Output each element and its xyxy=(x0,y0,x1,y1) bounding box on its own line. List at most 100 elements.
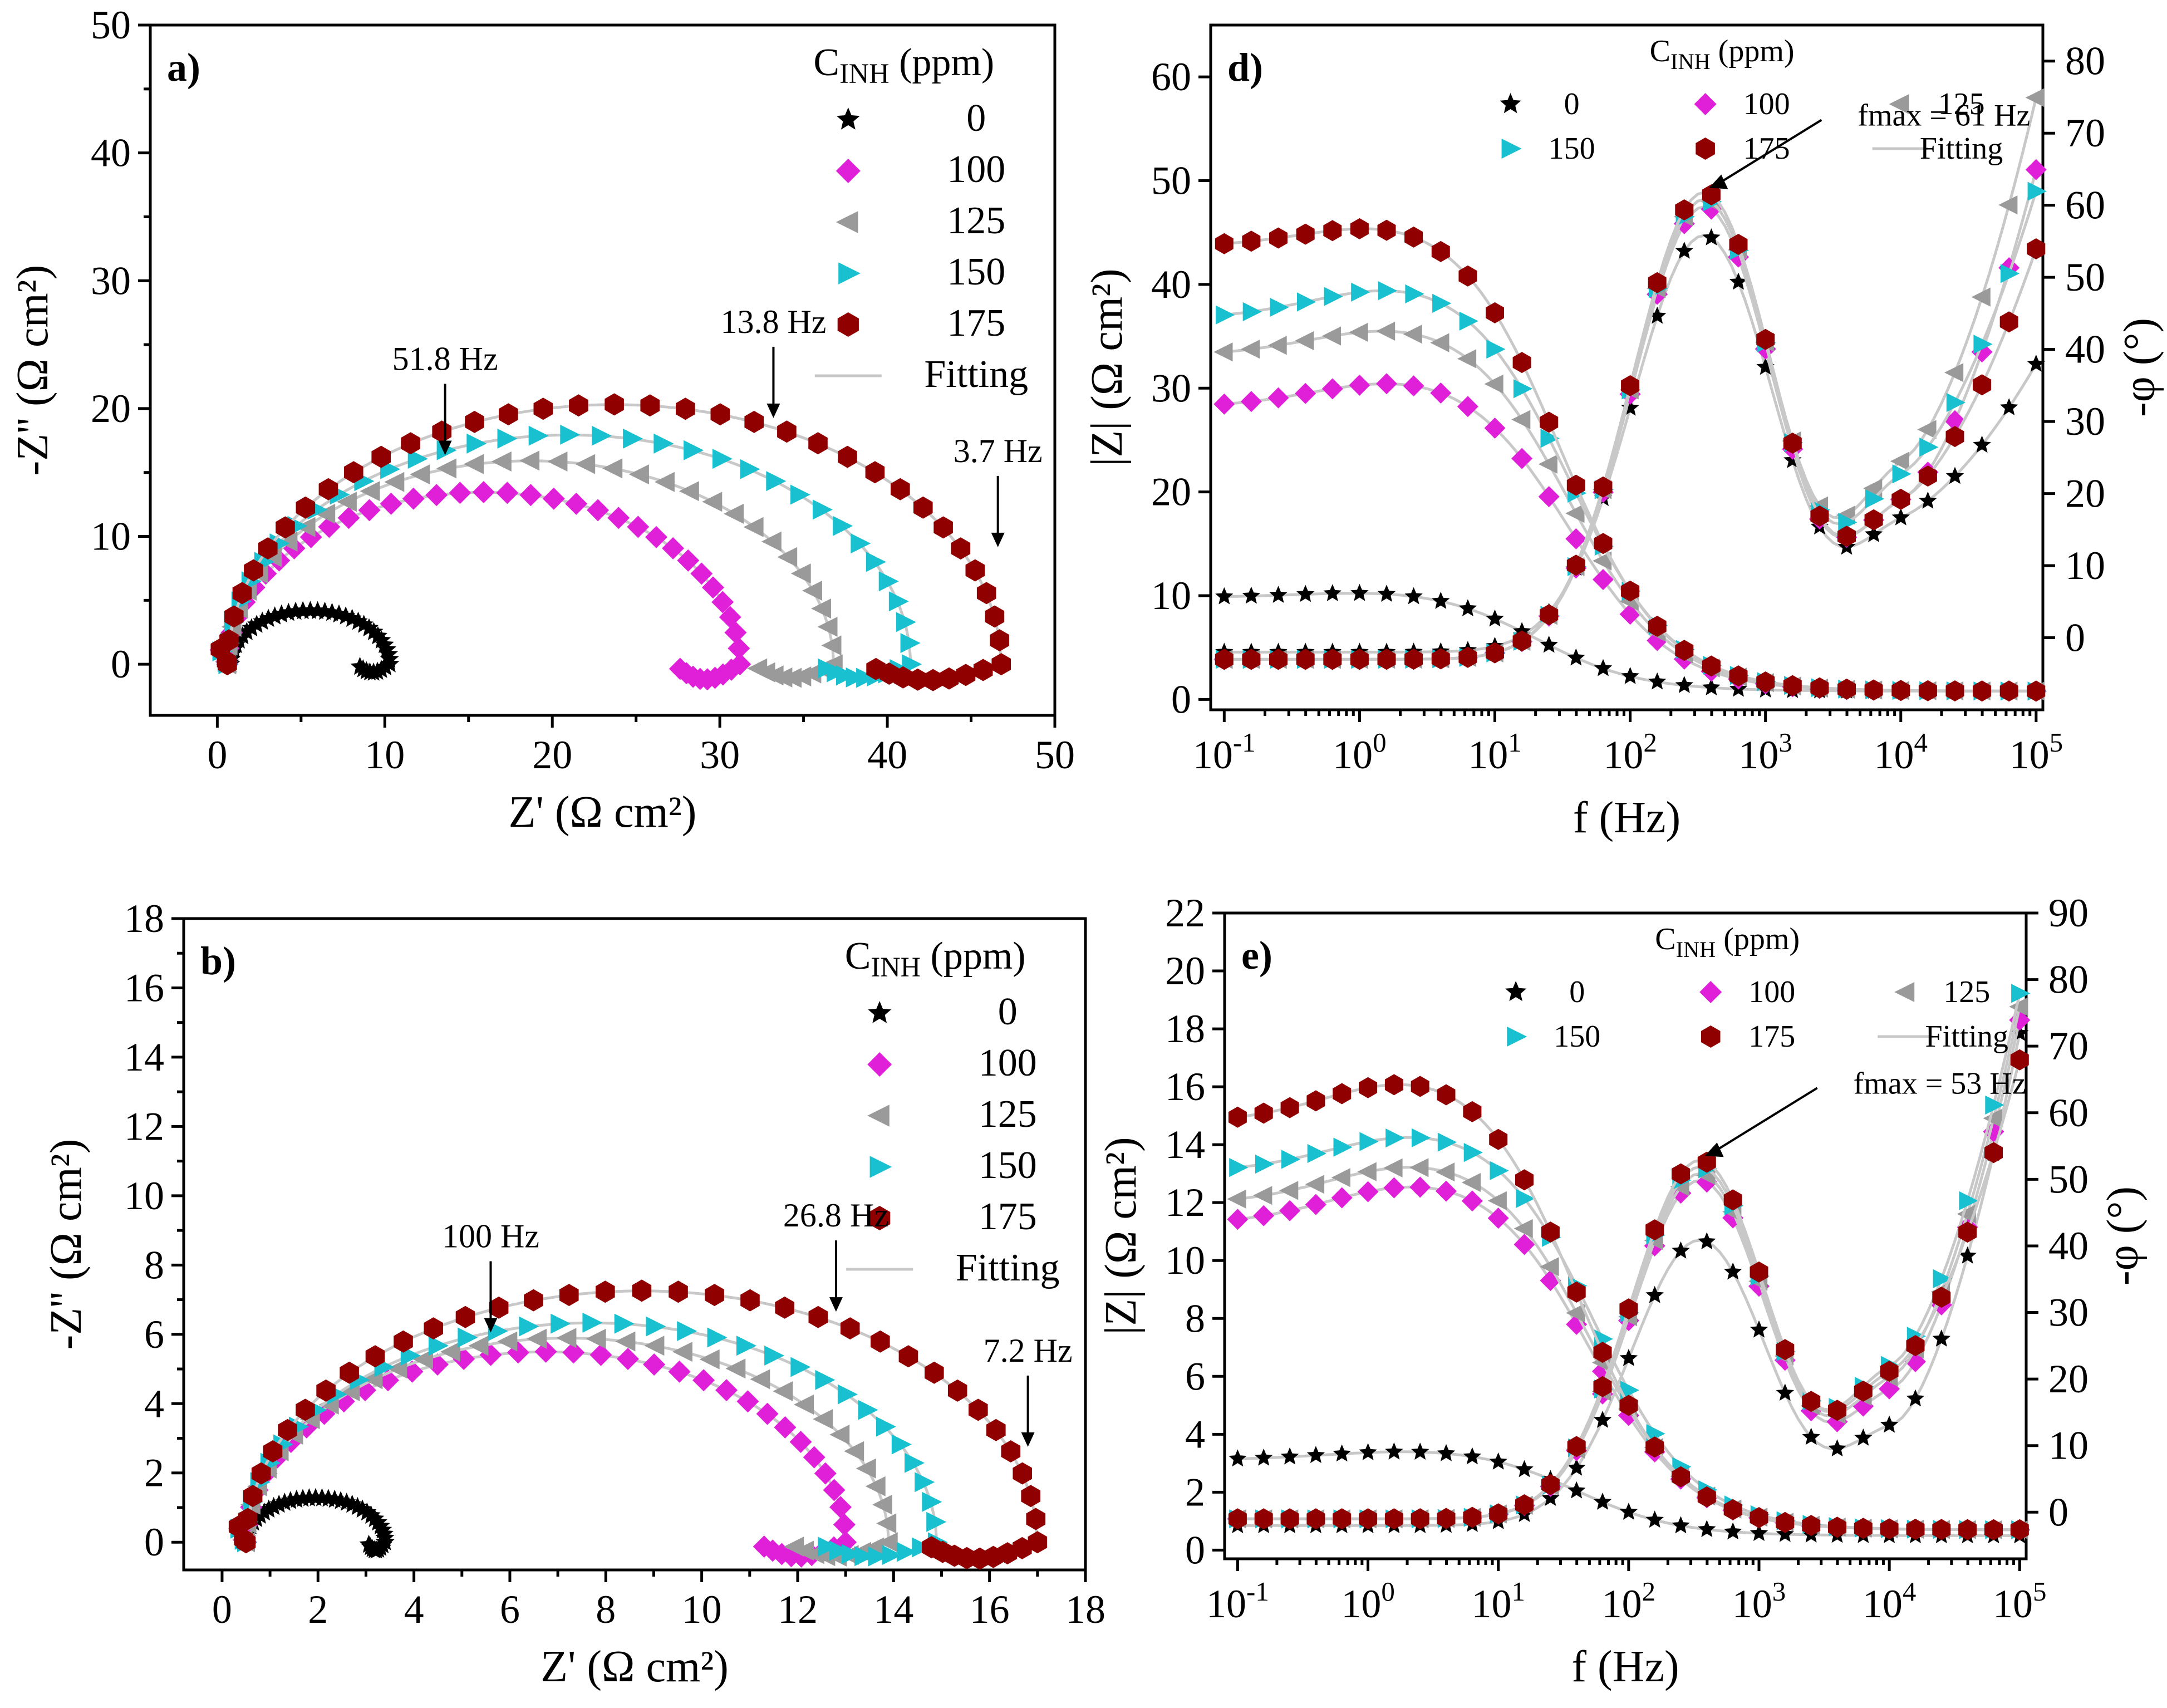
data-point-modulus xyxy=(1357,1181,1379,1203)
data-point-modulus xyxy=(1242,586,1261,604)
data-point-modulus xyxy=(1296,585,1315,602)
data-point xyxy=(947,1379,967,1402)
data-point-phase xyxy=(1880,1415,1899,1433)
legend-marker xyxy=(867,1052,892,1077)
data-point-phase xyxy=(1810,505,1829,527)
data-point-phase xyxy=(2001,264,2020,283)
data-point-modulus xyxy=(1280,1097,1299,1118)
series-100 xyxy=(209,481,751,691)
data-point xyxy=(542,487,565,510)
data-point xyxy=(856,1458,876,1479)
data-point-modulus xyxy=(1540,635,1558,653)
data-point xyxy=(449,482,471,504)
data-point xyxy=(777,547,798,567)
data-point xyxy=(740,459,760,479)
data-point-modulus xyxy=(1511,410,1531,429)
data-point-modulus xyxy=(1958,1519,1977,1540)
data-point-modulus xyxy=(1409,1158,1429,1177)
legend-marker xyxy=(1694,93,1717,115)
data-point-phase xyxy=(1463,1506,1482,1528)
data-point-phase xyxy=(1891,488,1910,510)
data-point xyxy=(676,397,695,420)
data-point-modulus xyxy=(1430,333,1449,352)
data-point xyxy=(605,393,624,416)
data-point xyxy=(908,668,927,691)
data-point-phase xyxy=(1917,420,1937,439)
data-point xyxy=(744,410,764,433)
legend-label: 125 xyxy=(1938,87,1985,121)
legend-marker xyxy=(1500,93,1521,114)
panel-label: e) xyxy=(1241,933,1272,978)
data-point xyxy=(276,516,295,539)
data-point-phase xyxy=(1269,649,1288,670)
data-point xyxy=(575,454,596,474)
data-point xyxy=(413,1349,433,1370)
data-point-modulus xyxy=(1566,1303,1585,1323)
data-point-phase xyxy=(1973,374,1992,396)
legend-marker xyxy=(836,159,861,183)
data-point-modulus xyxy=(1279,1181,1299,1200)
data-point-modulus xyxy=(1307,1143,1326,1164)
y2-tick-label: 70 xyxy=(2065,111,2105,155)
data-point-modulus xyxy=(1620,1381,1639,1400)
legend-label: 0 xyxy=(966,97,986,140)
data-point xyxy=(865,461,885,484)
data-point-phase xyxy=(1864,525,1883,542)
y-tick-label: 18 xyxy=(1165,1007,1205,1051)
data-point xyxy=(813,499,833,520)
data-point-phase xyxy=(2011,984,2031,1003)
data-point-phase xyxy=(1906,1335,1925,1357)
data-point xyxy=(815,1370,836,1390)
data-point-modulus xyxy=(1404,587,1423,605)
data-point-modulus xyxy=(1458,599,1477,616)
data-point-modulus xyxy=(1430,382,1452,404)
data-point-phase xyxy=(1973,335,1993,354)
data-point xyxy=(653,433,674,454)
data-point xyxy=(1028,1531,1048,1554)
data-point-phase xyxy=(1593,1376,1612,1397)
data-point xyxy=(821,635,842,656)
data-point xyxy=(472,481,495,503)
data-point xyxy=(296,1398,315,1421)
y-tick-label: 8 xyxy=(1185,1296,1205,1341)
data-point-modulus xyxy=(1350,583,1369,601)
data-point-modulus xyxy=(1828,1516,1846,1538)
x-tick-label: 0 xyxy=(207,733,227,777)
data-point-modulus xyxy=(1431,241,1450,262)
legend-label: Fitting xyxy=(1920,131,2003,166)
y2-tick-label: 40 xyxy=(2048,1224,2089,1268)
legend-marker xyxy=(869,1156,892,1178)
data-point-modulus xyxy=(1648,672,1667,690)
data-point-modulus xyxy=(1240,391,1262,413)
data-point xyxy=(750,1369,770,1390)
x-tick-label: 12 xyxy=(778,1587,818,1632)
data-point-modulus xyxy=(1802,1515,1821,1537)
data-point-phase xyxy=(1984,1142,2003,1164)
data-point-modulus xyxy=(1540,429,1560,448)
data-point xyxy=(316,1379,336,1402)
data-point-modulus xyxy=(1538,486,1560,508)
data-point-phase xyxy=(1359,1508,1378,1530)
data-point xyxy=(534,1340,557,1363)
data-point-modulus xyxy=(1515,1460,1534,1478)
y-tick-label: 0 xyxy=(111,642,131,686)
data-point xyxy=(315,503,336,524)
data-point-modulus xyxy=(1675,640,1694,661)
x-tick-label: 101 xyxy=(1471,1576,1525,1626)
data-point xyxy=(218,653,237,676)
data-point xyxy=(710,403,730,426)
data-point-modulus xyxy=(1540,411,1559,433)
data-point xyxy=(868,1546,888,1567)
data-point xyxy=(407,449,428,469)
annotation-label: 51.8 Hz xyxy=(392,341,498,377)
data-point xyxy=(808,432,828,455)
panel-d-bode: 10-1 100 101 102 103 104 105 0 10 20 30 40 50 60 0 10 20… xyxy=(1083,23,2164,842)
y2-tick-label: 40 xyxy=(2065,327,2105,372)
data-point xyxy=(736,1336,756,1356)
x-tick-label: 100 xyxy=(1333,727,1386,777)
data-point-phase xyxy=(1723,1189,1742,1211)
y-tick-label: 14 xyxy=(1165,1122,1205,1167)
data-point-modulus xyxy=(1463,1447,1482,1465)
data-point-modulus xyxy=(1645,1510,1664,1528)
data-point xyxy=(560,424,581,445)
